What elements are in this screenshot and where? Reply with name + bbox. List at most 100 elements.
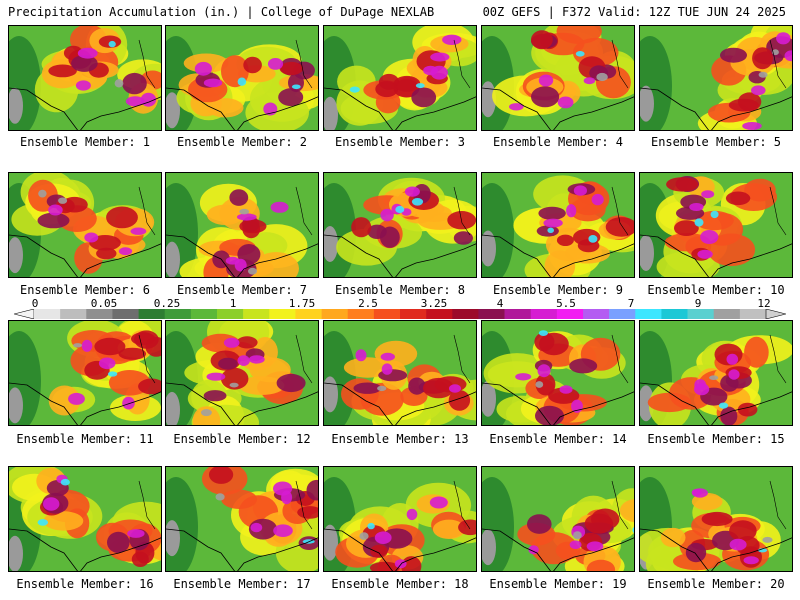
- colorbar-swatch: [478, 309, 505, 319]
- colorbar-tick-label: 0.25: [153, 297, 181, 310]
- ensemble-map-panel: [481, 466, 635, 572]
- state-border: [138, 480, 156, 530]
- ensemble-map-panel: [639, 25, 793, 131]
- ensemble-member-caption: Ensemble Member: 18: [331, 577, 469, 591]
- colorbar-swatch: [321, 309, 349, 319]
- coastline: [237, 243, 318, 277]
- precipitation-field: [324, 173, 476, 277]
- coastline: [395, 391, 476, 425]
- colorbar-swatch: [34, 309, 61, 319]
- ensemble-member-caption: Ensemble Member: 3: [334, 135, 466, 149]
- state-border: [453, 39, 471, 89]
- state-border: [611, 186, 629, 236]
- ensemble-member-caption: Ensemble Member: 7: [176, 283, 308, 297]
- ensemble-member-caption: Ensemble Member: 15: [647, 432, 785, 446]
- border-line: [9, 234, 78, 277]
- colorbar-swatch: [217, 309, 244, 319]
- ensemble-member-caption: Ensemble Member: 14: [489, 432, 627, 446]
- coastline: [237, 96, 318, 130]
- colorbar-tick-label: 1.75: [288, 297, 316, 310]
- precipitation-field: [9, 173, 161, 277]
- coastline: [237, 391, 318, 425]
- coastline: [80, 537, 161, 571]
- border-line: [166, 382, 235, 425]
- ensemble-member-caption: Ensemble Member: 9: [492, 283, 624, 297]
- state-border: [295, 39, 313, 89]
- colorbar-swatch: [60, 309, 87, 319]
- precipitation-colorbar: [14, 309, 786, 319]
- ensemble-member-caption: Ensemble Member: 10: [647, 283, 785, 297]
- colorbar-tick-label: 9: [694, 297, 702, 310]
- colorbar-swatch: [687, 309, 715, 319]
- state-border: [611, 480, 629, 530]
- colorbar-tick-label: 0.05: [90, 297, 118, 310]
- ensemble-map-panel: [481, 25, 635, 131]
- coastline: [553, 391, 634, 425]
- ensemble-map-panel: [165, 172, 319, 278]
- state-border: [138, 39, 156, 89]
- colorbar-swatch: [190, 309, 218, 319]
- ensemble-map-panel: [639, 466, 793, 572]
- border-line: [482, 87, 551, 130]
- coastline: [80, 243, 161, 277]
- colorbar-swatch: [504, 309, 532, 319]
- ensemble-map-panel: [8, 172, 162, 278]
- precipitation-field: [482, 26, 634, 130]
- colorbar-swatch: [426, 309, 453, 319]
- ensemble-member-caption: Ensemble Member: 6: [19, 283, 151, 297]
- colorbar-swatch: [635, 309, 662, 319]
- colorbar-tick-label: 12: [757, 297, 771, 310]
- colorbar-swatch: [112, 309, 139, 319]
- border-line: [482, 382, 551, 425]
- precipitation-field: [166, 173, 318, 277]
- coastline: [237, 537, 318, 571]
- state-border: [453, 334, 471, 384]
- border-line: [324, 382, 393, 425]
- border-line: [640, 382, 709, 425]
- ensemble-map-panel: [481, 320, 635, 426]
- state-border: [453, 186, 471, 236]
- ensemble-map-panel: [639, 172, 793, 278]
- border-line: [324, 528, 393, 571]
- ensemble-member-caption: Ensemble Member: 11: [16, 432, 154, 446]
- ensemble-map-panel: [323, 172, 477, 278]
- border-line: [166, 528, 235, 571]
- colorbar-tick-label: 5.5: [556, 297, 576, 310]
- state-border: [453, 480, 471, 530]
- ensemble-member-caption: Ensemble Member: 12: [173, 432, 311, 446]
- colorbar-swatch: [556, 309, 584, 319]
- ensemble-map-panel: [8, 25, 162, 131]
- colorbar-tick-label: 1: [229, 297, 237, 310]
- ensemble-map-panel: [165, 320, 319, 426]
- state-border: [295, 334, 313, 384]
- border-line: [166, 87, 235, 130]
- border-line: [640, 528, 709, 571]
- map-title: Precipitation Accumulation (in.) | Colle…: [8, 5, 435, 19]
- ensemble-map-panel: [323, 320, 477, 426]
- border-line: [482, 234, 551, 277]
- colorbar-swatch: [713, 309, 741, 319]
- colorbar-swatch: [138, 309, 166, 319]
- colorbar-swatch: [583, 309, 610, 319]
- precipitation-field: [640, 173, 792, 277]
- ensemble-map-panel: [481, 172, 635, 278]
- colorbar-swatch: [295, 309, 322, 319]
- state-border: [611, 334, 629, 384]
- state-border: [295, 480, 313, 530]
- precipitation-field: [9, 26, 161, 130]
- colorbar-swatch: [347, 309, 375, 319]
- coastline: [553, 243, 634, 277]
- border-line: [166, 234, 235, 277]
- ensemble-member-caption: Ensemble Member: 8: [334, 283, 466, 297]
- precipitation-field: [640, 467, 792, 571]
- precipitation-field: [9, 467, 161, 571]
- state-border: [611, 39, 629, 89]
- coastline: [553, 96, 634, 130]
- colorbar-labels: 0 0.05 0.25 1 1.75 2.5 3.25 4 5.5 7 9 12: [0, 297, 800, 311]
- ensemble-member-caption: Ensemble Member: 17: [173, 577, 311, 591]
- ensemble-map-panel: [323, 25, 477, 131]
- colorbar-swatch: [164, 309, 192, 319]
- colorbar-swatch: [530, 309, 558, 319]
- precipitation-field: [9, 321, 161, 425]
- coastline: [711, 391, 792, 425]
